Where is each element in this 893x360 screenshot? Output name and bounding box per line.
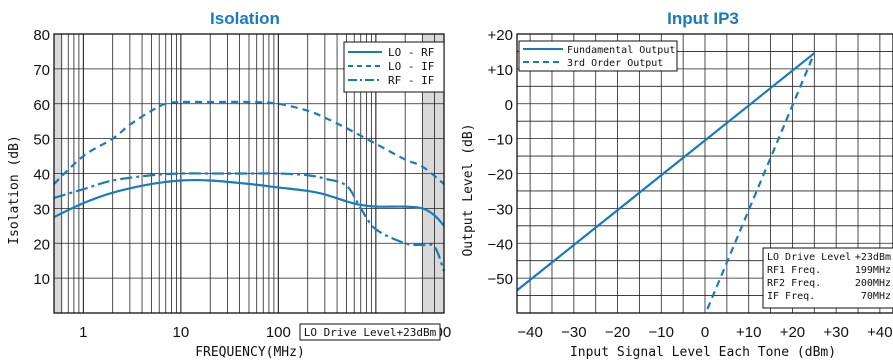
series-line-fundamental-output [517,52,815,292]
y-tick-label: 30 [33,201,50,218]
y-tick-label: −10 [488,132,513,149]
series-line-lo-rf [53,178,445,227]
x-tick-label: 10 [173,324,190,341]
legend-label: RF - IF [388,74,434,87]
ip3-annotation: LO Drive Level +23dBm RF1 Freq. 199MHz RF2 F… [762,247,893,309]
y-tick-label: +20 [488,27,513,44]
x-tick-label: −10 [649,324,674,341]
legend-label: Fundamental Output [567,45,675,56]
isolation-annotation: LO Drive Level+23dBm [299,323,441,341]
x-tick-label: +40 [867,324,892,341]
annotation-row-value: +23dBm [855,252,891,263]
isolation-series [53,100,446,272]
y-tick-label: −20 [488,167,513,184]
plot-frame [53,33,445,314]
series-line-rf-if [53,172,446,272]
annotation-row-label: LO Drive Level [767,252,851,263]
annotation-row-label: IF Freq. [767,291,815,302]
annotation-row-label: RF2 Freq. [767,278,821,289]
ip3-x-axis-label: Input Signal Level Each Tone (dBm) [570,345,836,360]
legend-label: LO - RF [388,46,434,59]
ip3-chart: Input IP3 −40 −30 −20 −10 0 +10 +20 +30 +40 +20 +1… [461,9,893,360]
annotation-row-value: 199MHz [855,265,891,276]
legend-label: LO - IF [388,60,434,73]
ip3-title: Input IP3 [667,9,739,28]
y-tick-label: −30 [488,201,513,218]
x-tick-label: −40 [517,324,542,341]
isolation-annotation-text: LO Drive Level+23dBm [304,326,437,339]
x-tick-label: 100 [266,324,291,341]
plot-frame [516,33,893,314]
y-tick-label: 20 [33,236,50,253]
y-tick-label: 80 [33,27,50,44]
annotation-row-label: RF1 Freq. [767,265,821,276]
y-tick-label: +10 [488,62,513,79]
ip3-plot-frame [516,33,893,314]
isolation-x-axis-label: FREQUENCY(MHz) [195,345,305,360]
isolation-chart: Isolation 110100100040001020304050607080… [7,9,451,360]
x-tick-label: 0 [701,324,709,341]
isolation-y-axis-label: Isolation (dB) [7,135,22,245]
annotation-row-value: 200MHz [855,278,891,289]
ip3-series [517,52,816,313]
isolation-plot-frame [53,33,445,314]
annotation-row-value: 70MHz [861,291,891,302]
ip3-y-axis-label: Output Level (dB) [461,123,476,256]
x-tick-label: +20 [780,324,805,341]
ip3-annotation-box [762,247,893,309]
x-tick-label: −20 [605,324,630,341]
y-tick-label: −50 [488,271,513,288]
isolation-annotation-box [299,323,441,341]
y-tick-label: 60 [33,97,50,114]
x-tick-label: +10 [736,324,761,341]
isolation-title: Isolation [210,9,280,28]
x-tick-label: 1 [79,324,87,341]
y-tick-label: 50 [33,132,50,149]
y-tick-label: −40 [488,236,513,253]
y-tick-label: 70 [33,62,50,79]
ip3-legend: Fundamental Output 3rd Order Output [518,40,678,72]
series-line-lo-if [53,100,445,185]
x-tick-label: +30 [823,324,848,341]
legend-label: 3rd Order Output [567,58,663,69]
x-tick-label: −30 [561,324,586,341]
y-tick-label: 10 [33,271,50,288]
ip3-legend-box [518,40,678,72]
ip3-tick-labels: −40 −30 −20 −10 0 +10 +20 +30 +40 +20 +10 0 −10 −20 −3… [488,27,893,341]
series-line-3rd-order-output [704,52,816,313]
y-tick-label: 0 [505,97,513,114]
y-tick-label: 40 [33,167,50,184]
